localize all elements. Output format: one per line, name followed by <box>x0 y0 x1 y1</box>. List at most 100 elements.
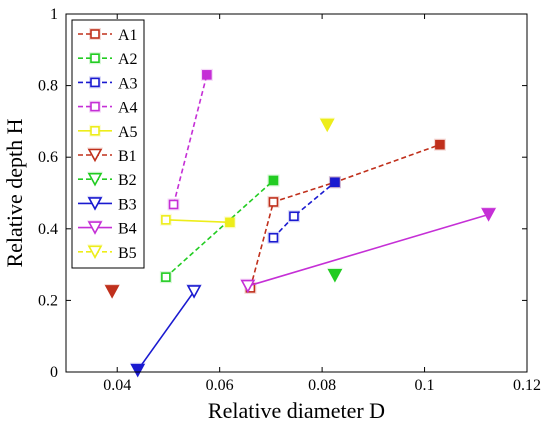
series-b5-point-1-shape <box>319 118 335 133</box>
series-a5-point-2-shape <box>225 217 235 228</box>
x-tick-label: 0.08 <box>308 377 336 394</box>
series-b4-point-1-shape <box>240 279 256 294</box>
series-b4-point-2-shape <box>481 208 496 222</box>
legend-marker-a5-shape <box>90 126 100 136</box>
series-a1-point-4-shape <box>435 139 445 150</box>
series-b3-point-2 <box>186 283 203 299</box>
series-a3-point-3 <box>328 176 341 189</box>
legend-marker-a2 <box>89 52 101 65</box>
legend-item-b2: B2 <box>78 171 137 189</box>
series-b3-line <box>137 290 195 371</box>
series-a3-line <box>272 181 336 239</box>
legend-item-b3: B3 <box>78 195 137 213</box>
legend-label-b2: B2 <box>118 172 137 189</box>
series-a1-point-2 <box>267 195 280 208</box>
x-tick-label: 0.04 <box>103 377 131 394</box>
legend-marker-b2 <box>87 171 103 187</box>
series-a5-point-2 <box>223 216 236 229</box>
legend-label-a4: A4 <box>118 100 138 117</box>
series-a1-point-2-shape <box>268 197 279 207</box>
axes-frame <box>65 13 528 373</box>
legend-item-a1: A1 <box>78 27 138 44</box>
y-tick-label: 0.6 <box>38 149 58 166</box>
series-b4-line <box>247 213 489 287</box>
legend-marker-b4-shape <box>87 221 103 235</box>
legend-label-a3: A3 <box>118 75 138 92</box>
legend-label-a5: A5 <box>118 124 138 141</box>
legend-item-a3: A3 <box>78 75 138 92</box>
legend-label-a2: A2 <box>118 51 138 68</box>
series-a1-line <box>249 143 441 289</box>
series-b2-point-1 <box>326 267 343 283</box>
legend-marker-b3-shape <box>87 197 103 211</box>
series-a2-point-1 <box>159 271 172 284</box>
series-a4-point-1 <box>167 198 180 211</box>
series-b1-point-1 <box>104 283 121 299</box>
series-b2-point-1-shape <box>327 269 343 283</box>
series-a5-point-1-shape <box>161 215 171 225</box>
series-a3-point-2-shape <box>289 211 299 222</box>
legend-marker-a1 <box>89 28 101 40</box>
x-tick-label: 0.12 <box>513 377 541 394</box>
series-b3-point-1-shape <box>130 363 146 378</box>
series-a4-point-1-shape <box>168 199 179 210</box>
legend-label-b3: B3 <box>118 196 137 213</box>
series-b5-point-1 <box>319 117 336 133</box>
legend-box <box>71 19 145 269</box>
legend-item-a4: A4 <box>78 100 138 117</box>
legend-label-a1: A1 <box>118 27 138 44</box>
legend-item-b4: B4 <box>78 220 137 238</box>
series-a3-point-1 <box>267 231 280 244</box>
legend-marker-b4 <box>87 220 103 236</box>
legend-label-b4: B4 <box>118 221 137 238</box>
series-a5-point-1 <box>159 213 172 226</box>
series-b3-point-2-shape <box>186 285 202 299</box>
legend-marker-b5-shape <box>87 245 103 259</box>
series-a3-point-3-shape <box>330 177 340 188</box>
legend-label-b5: B5 <box>118 245 137 262</box>
series-b3-point-1 <box>129 362 146 378</box>
legend-marker-a4 <box>89 100 101 113</box>
series-a5-line <box>165 219 230 224</box>
y-tick-label: 0.2 <box>38 292 58 309</box>
series-a3-point-2 <box>287 210 300 223</box>
series-a3-point-1-shape <box>268 232 279 243</box>
y-tick-label: 0 <box>50 364 58 381</box>
legend-marker-b5 <box>87 244 103 260</box>
legend: A1 A2 A3 A4 A5 B1 B2 B3 B4 B5 <box>71 19 145 269</box>
x-axis-title: Relative diameter D <box>208 398 385 423</box>
legend-marker-b1 <box>87 147 103 163</box>
legend-item-a5: A5 <box>78 124 138 141</box>
x-tick-label: 0.06 <box>206 377 234 394</box>
series-b1-point-1-shape <box>104 285 120 299</box>
series-b4-point-1 <box>239 278 256 294</box>
legend-item-a2: A2 <box>78 51 138 68</box>
series-a4-point-2-shape <box>202 70 212 80</box>
series-a4-line <box>172 74 208 205</box>
legend-item-b5: B5 <box>78 244 137 262</box>
y-axis-title: Relative depth H <box>2 118 27 267</box>
legend-marker-b3 <box>87 195 103 211</box>
legend-marker-a5 <box>89 124 101 137</box>
y-tick-label: 0.8 <box>38 78 58 95</box>
legend-marker-a4-shape <box>90 101 100 112</box>
series-a2-point-2-shape <box>268 175 279 186</box>
axes-layer: 0.04 0.06 0.08 0.1 0.12 0 0.2 0.4 0.6 0.8 1 <box>38 6 541 394</box>
legend-marker-a3 <box>89 76 101 89</box>
series-a2-line <box>165 179 274 278</box>
legend-marker-b2-shape <box>87 172 103 187</box>
legend-item-b1: B1 <box>78 147 137 165</box>
series-layer <box>104 68 497 378</box>
legend-marker-a1-shape <box>90 29 100 39</box>
y-tick-label: 1 <box>50 6 58 23</box>
legend-marker-a2-shape <box>90 53 100 64</box>
series-a1-point-4 <box>433 138 446 151</box>
y-tick-label: 0.4 <box>38 221 58 238</box>
series-b4-point-2 <box>480 206 497 222</box>
legend-marker-a3-shape <box>90 77 100 88</box>
legend-label-b1: B1 <box>118 148 137 165</box>
series-a4-point-2 <box>200 68 213 81</box>
series-a2-point-2 <box>267 174 280 187</box>
legend-marker-b1-shape <box>87 148 103 163</box>
